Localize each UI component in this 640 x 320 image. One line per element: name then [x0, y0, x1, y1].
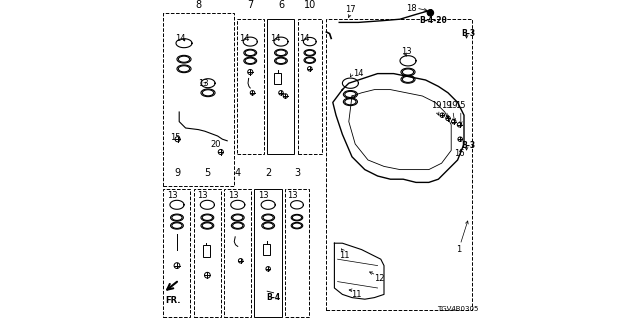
- Circle shape: [452, 119, 456, 124]
- Text: 4: 4: [235, 168, 241, 179]
- Circle shape: [175, 137, 180, 142]
- Bar: [254, 189, 282, 317]
- Text: 14: 14: [175, 34, 186, 43]
- Text: 14: 14: [353, 69, 364, 78]
- Text: 13: 13: [198, 79, 209, 88]
- Circle shape: [457, 123, 462, 127]
- Text: B-4: B-4: [266, 293, 281, 302]
- Text: 16: 16: [454, 149, 465, 158]
- Text: 14: 14: [239, 34, 250, 43]
- Bar: [326, 19, 472, 310]
- Text: 5: 5: [204, 168, 211, 179]
- Circle shape: [266, 267, 271, 271]
- Text: 9: 9: [174, 168, 180, 179]
- Text: 13: 13: [287, 191, 298, 200]
- Text: 13: 13: [401, 47, 412, 56]
- Text: 3: 3: [294, 168, 300, 179]
- Bar: [237, 19, 264, 154]
- Text: 11: 11: [351, 290, 362, 299]
- Circle shape: [248, 69, 253, 75]
- Text: 15: 15: [456, 101, 466, 110]
- Bar: [203, 245, 210, 257]
- Circle shape: [445, 116, 451, 121]
- Circle shape: [440, 113, 445, 117]
- Text: 18: 18: [406, 4, 417, 12]
- Bar: [163, 13, 234, 186]
- Circle shape: [458, 137, 462, 141]
- Circle shape: [307, 67, 312, 71]
- Text: 19: 19: [441, 101, 452, 110]
- Text: 17: 17: [345, 5, 356, 14]
- Text: 10: 10: [303, 0, 316, 10]
- Text: 8: 8: [195, 0, 202, 10]
- Text: 19: 19: [447, 101, 458, 110]
- Bar: [263, 244, 270, 255]
- Circle shape: [218, 149, 223, 155]
- Text: 13: 13: [167, 191, 177, 200]
- Text: B-3: B-3: [461, 29, 476, 38]
- Circle shape: [238, 259, 243, 263]
- Text: 13: 13: [258, 191, 269, 200]
- Text: B-3: B-3: [461, 141, 476, 150]
- Bar: [298, 19, 322, 154]
- Text: 15: 15: [170, 133, 180, 142]
- Text: 6: 6: [278, 0, 284, 10]
- Bar: [224, 189, 252, 317]
- Circle shape: [205, 272, 210, 278]
- Text: 13: 13: [228, 191, 238, 200]
- Text: TGV4B0305: TGV4B0305: [437, 306, 478, 312]
- Text: 2: 2: [265, 168, 271, 179]
- Bar: [193, 189, 221, 317]
- Bar: [268, 19, 294, 154]
- Text: B-4-20: B-4-20: [420, 16, 447, 25]
- Bar: [163, 189, 191, 317]
- Bar: [285, 189, 309, 317]
- Text: 14: 14: [270, 34, 280, 43]
- Bar: [275, 73, 281, 84]
- Circle shape: [174, 263, 180, 268]
- Text: 7: 7: [248, 0, 253, 10]
- Text: 13: 13: [197, 191, 208, 200]
- Circle shape: [279, 91, 284, 95]
- Text: FR.: FR.: [165, 296, 180, 305]
- Text: 19: 19: [431, 101, 442, 110]
- Text: 1: 1: [456, 245, 462, 254]
- Text: 20: 20: [211, 140, 221, 148]
- Text: 11: 11: [339, 252, 349, 260]
- Text: 14: 14: [299, 34, 309, 43]
- Circle shape: [428, 10, 434, 16]
- Circle shape: [250, 91, 255, 95]
- Text: 12: 12: [374, 274, 385, 283]
- Circle shape: [283, 94, 288, 98]
